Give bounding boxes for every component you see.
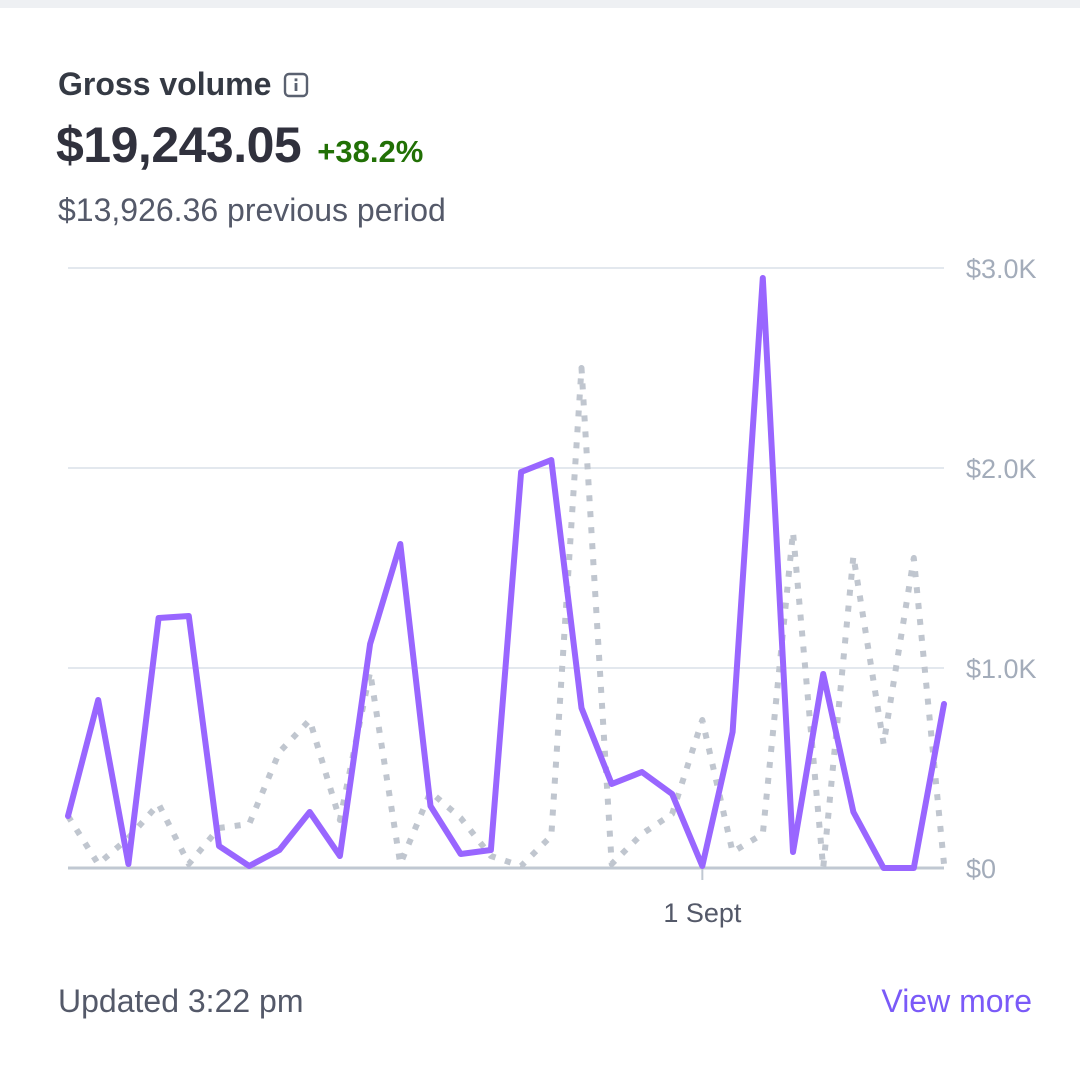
x-axis: 1 Sept bbox=[68, 866, 944, 928]
gross-volume-value: $19,243.05 bbox=[56, 117, 302, 173]
y-tick-label-2: $2.0K bbox=[966, 454, 1037, 484]
chart-grid bbox=[68, 267, 944, 669]
gross-volume-card: Gross volume $19,243.05 +38.2% $13,926.3… bbox=[0, 8, 1080, 1080]
change-badge: +38.2% bbox=[317, 134, 424, 169]
previous-period-value: $13,926.36 previous period bbox=[58, 192, 446, 228]
info-icon[interactable] bbox=[283, 72, 309, 98]
gross-volume-chart: $0 $1.0K $2.0K $3.0K 1 Sept bbox=[65, 254, 1037, 928]
chart-series bbox=[65, 275, 947, 871]
x-tick-label: 1 Sept bbox=[663, 898, 742, 928]
title-row: Gross volume bbox=[58, 66, 309, 103]
top-strip bbox=[0, 0, 1080, 8]
view-more-link[interactable]: View more bbox=[881, 983, 1032, 1019]
card-title: Gross volume bbox=[58, 66, 272, 102]
previous-period-line bbox=[65, 365, 947, 871]
current-period-line bbox=[65, 275, 947, 871]
y-tick-label-1: $1.0K bbox=[966, 654, 1037, 684]
y-tick-labels: $0 $1.0K $2.0K $3.0K bbox=[966, 254, 1037, 884]
value-row: $19,243.05 +38.2% bbox=[56, 116, 423, 174]
y-tick-label-3: $3.0K bbox=[966, 254, 1037, 284]
updated-timestamp: Updated 3:22 pm bbox=[58, 983, 304, 1019]
y-tick-label-0: $0 bbox=[966, 854, 996, 884]
